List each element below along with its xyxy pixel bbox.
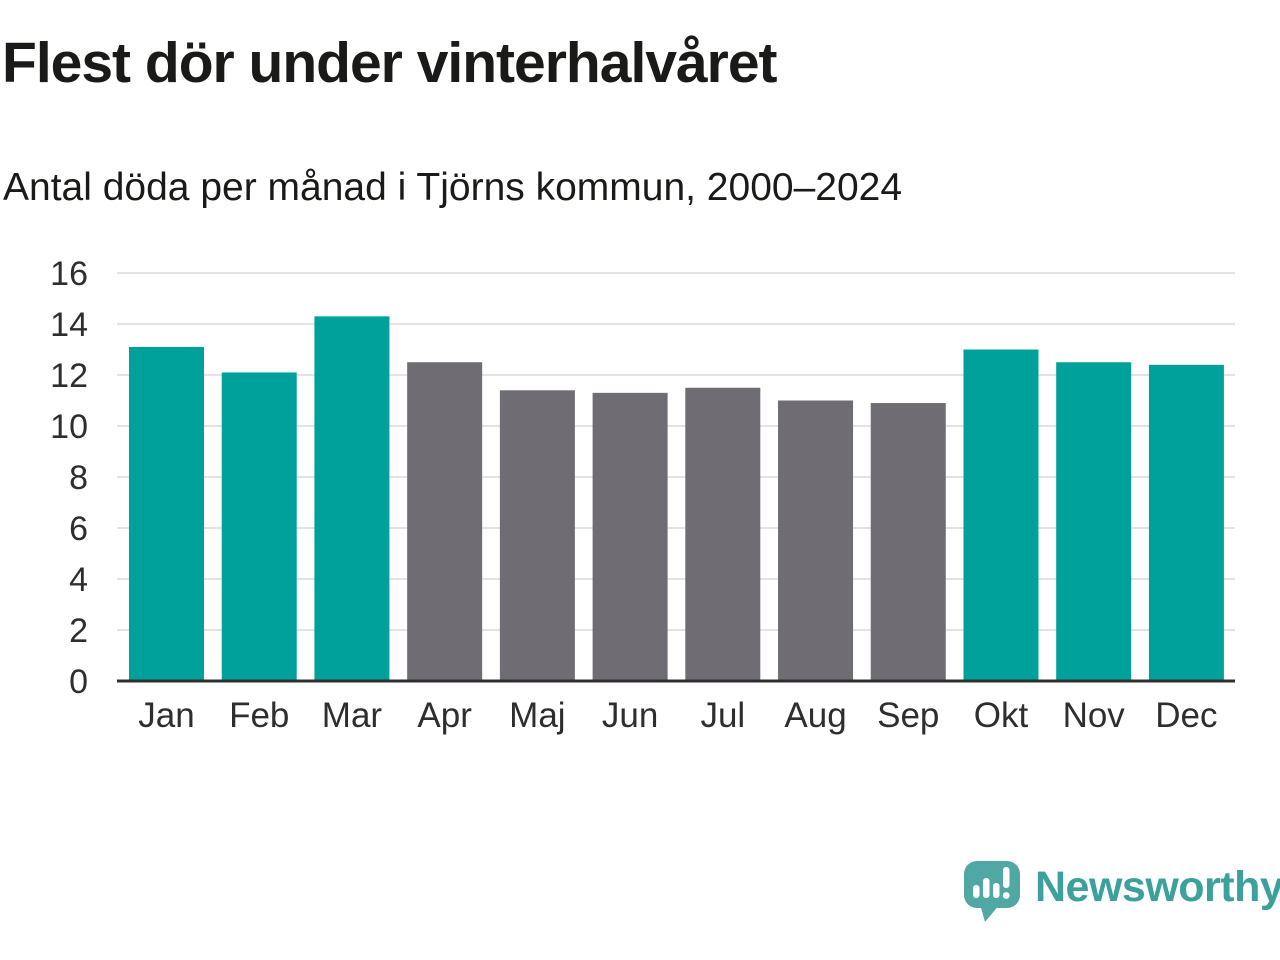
chart-subtitle: Antal döda per månad i Tjörns kommun, 20… [3,166,903,209]
y-tick-label-0: 0 [69,663,88,701]
logo-exclamation-dot [1002,892,1010,899]
bar-feb [221,372,297,681]
logo-bubble [964,861,1020,908]
logo-bubble-tail [980,904,1000,922]
x-tick-label-feb: Feb [229,696,289,735]
bar-dec [1148,364,1224,681]
x-tick-label-maj: Maj [509,696,565,735]
bar-aug [778,400,854,681]
bar-nov [1056,362,1132,681]
y-tick-label-2: 2 [69,612,88,650]
y-tick-label-4: 4 [69,561,88,599]
bar-okt [963,349,1039,681]
bar-mar [314,316,390,681]
x-tick-label-jun: Jun [602,696,658,735]
newsworthy-logo-icon [964,861,1020,922]
x-tick-label-jul: Jul [700,696,745,735]
y-tick-label-16: 16 [50,255,88,293]
bar-jun [592,392,668,681]
bar-chart: 0 2 4 6 8 10 12 14 16 Jan Feb Mar Apr Maj Jun Jul Aug Sep… [50,255,1235,735]
bar-maj [499,390,575,681]
x-tick-label-mar: Mar [322,696,383,735]
logo-bar-1 [973,885,980,898]
x-tick-label-nov: Nov [1063,696,1126,735]
x-tick-label-aug: Aug [784,696,846,735]
y-tick-label-14: 14 [50,306,88,344]
logo-bar-3 [993,883,1000,898]
x-tick-label-sep: Sep [877,696,939,735]
y-tick-label-10: 10 [50,408,88,446]
x-tick-label-dec: Dec [1155,696,1217,735]
bar-jul [685,387,761,681]
y-tick-label-12: 12 [50,357,88,395]
bar-apr [407,362,483,681]
bar-sep [870,403,946,681]
x-tick-label-apr: Apr [417,696,472,735]
chart-title: Flest dör under vinterhalvåret [2,31,778,95]
logo-exclamation-bar [1003,867,1010,888]
y-tick-label-8: 8 [69,459,88,497]
bar-jan [129,346,204,681]
branding: Newsworthy [963,860,1280,924]
logo-bar-2 [983,878,990,898]
x-tick-label-okt: Okt [974,696,1029,735]
y-tick-label-6: 6 [69,510,88,548]
x-tick-label-jan: Jan [138,696,194,735]
branding-text: Newsworthy [1035,862,1280,911]
